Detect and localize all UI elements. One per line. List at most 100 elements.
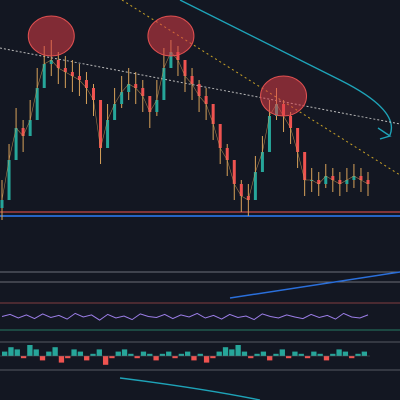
candle-body [84,80,88,88]
candle-body [0,200,4,208]
candle-body [246,196,250,200]
histogram-bar [285,356,292,359]
histogram-bar [134,356,140,359]
candle-body [310,180,314,181]
candle-body [296,128,300,152]
histogram-bar [210,356,216,359]
histogram-bar [248,356,254,359]
candle-body [289,116,293,128]
histogram-bar [109,356,115,359]
candle-body [260,152,264,172]
histogram-bar [222,347,229,356]
candle-body [317,180,321,184]
histogram-bar [254,353,260,356]
histogram-bar [304,356,311,359]
candle-body [35,88,39,120]
histogram-bar [115,351,121,356]
candle-body [120,92,124,104]
histogram-bar [33,349,39,356]
candle-body [183,60,187,76]
histogram-bar [71,349,77,356]
price-panel [0,40,400,220]
histogram-bar [292,351,298,356]
histogram-bar [27,345,33,356]
histogram-bar [166,351,172,356]
histogram-bar [260,351,267,356]
histogram-bar [96,349,102,356]
histogram-bar [342,351,349,356]
histogram-bar [2,351,8,356]
candle-body [28,120,32,136]
histogram-bar [8,347,14,356]
histogram-panel [0,345,370,365]
channel-curve-upper [179,0,392,136]
histogram-bar [20,356,27,359]
histogram-bar [121,349,128,356]
rising-trendline [229,271,400,299]
candle-body [21,128,25,136]
histogram-bar [52,347,58,356]
candle-body [162,68,166,100]
histogram-bar [330,353,336,356]
candle-body [218,124,222,148]
peak-markers [27,15,308,117]
histogram-bar [128,353,134,356]
channel-curve-lower [119,377,261,400]
candle-body [197,84,201,96]
histogram-bar [159,353,166,356]
histogram-bar [191,356,197,361]
histogram-bar [84,356,90,361]
histogram-bar [39,356,46,361]
candle-body [267,116,271,152]
candle-body [113,104,117,120]
candle-body [169,52,173,68]
histogram-bar [185,351,191,356]
histogram-bar [298,353,304,356]
candle-body [345,180,349,184]
histogram-bar [65,356,71,359]
candle-body [232,160,236,184]
candle-body [352,176,356,180]
histogram-bar [197,353,203,356]
histogram-bar [216,351,222,356]
histogram-bar [46,351,52,356]
histogram-bar [323,356,330,361]
candle-body [141,88,145,96]
candle-body [211,104,215,124]
candle-body [49,60,53,64]
candle-body [204,96,208,104]
peak-highlight-circle [147,15,195,57]
candle-body [70,72,74,76]
candle-body [63,68,67,72]
candle-body [77,76,81,80]
histogram-bar [153,356,159,361]
candle-body [366,180,370,184]
histogram-bar [361,351,367,356]
candle-body [253,172,257,200]
histogram-bar [140,351,147,356]
peak-highlight-circle [260,75,308,117]
histogram-bar [279,349,285,356]
histogram-bar [317,353,323,356]
histogram-bar [229,349,235,356]
candle-body [239,184,243,196]
candle-body [331,176,335,180]
candle-body [155,100,159,112]
candle-body [7,160,11,200]
histogram-bar [147,353,153,356]
histogram-bar [102,356,109,365]
histogram-bar [235,345,241,356]
candle-body [99,100,103,148]
candle-body [176,52,180,60]
candle-body [134,84,138,88]
candle-body [106,120,110,148]
histogram-bar [178,353,184,356]
histogram-bar [355,353,361,356]
candle-body [338,180,342,184]
histogram-bar [203,356,210,363]
peak-highlight-circle [27,15,75,57]
candle-body [190,76,194,84]
